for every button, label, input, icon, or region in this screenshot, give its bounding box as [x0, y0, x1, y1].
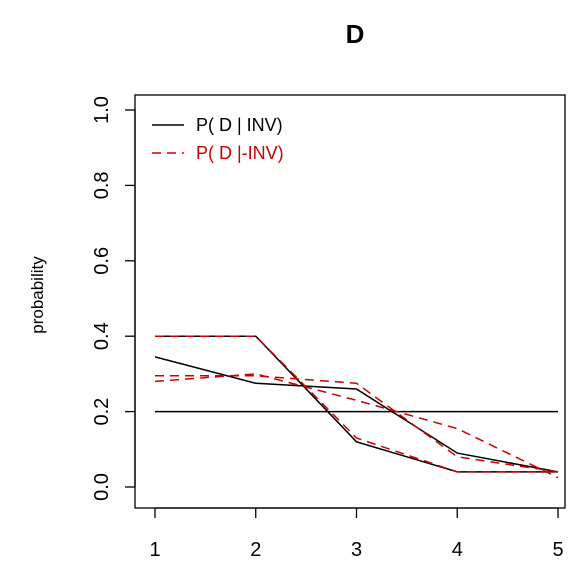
chart-title: D: [346, 19, 365, 49]
series-line-2: [155, 335, 558, 473]
y-tick-label: 0.6: [91, 247, 113, 275]
legend: P( D | INV) P( D |-INV): [152, 115, 284, 163]
series-line-1: [154, 356, 559, 473]
y-tick-label: 0.8: [91, 171, 113, 199]
y-tick-label: 0.4: [91, 322, 113, 350]
legend-label: P( D | INV): [196, 115, 283, 135]
y-axis-label: probability: [28, 256, 47, 334]
y-axis: 0.0 0.2 0.4 0.6 0.8 1.0: [91, 96, 136, 501]
x-tick-label: 5: [552, 539, 563, 561]
legend-label: P( D |-INV): [196, 143, 284, 163]
x-axis: 1 2 3 4 5: [149, 507, 564, 561]
y-tick-label: 0.2: [91, 398, 113, 426]
series-layer: [154, 335, 559, 479]
x-tick-label: 1: [149, 539, 160, 561]
x-tick-label: 4: [452, 539, 463, 561]
x-tick-label: 3: [351, 539, 362, 561]
y-tick-label: 0.0: [91, 473, 113, 501]
x-tick-label: 2: [250, 539, 261, 561]
series-line-6: [155, 335, 558, 473]
y-tick-label: 1.0: [91, 96, 113, 124]
series-line-5: [154, 373, 559, 479]
series-line-4: [155, 375, 559, 473]
